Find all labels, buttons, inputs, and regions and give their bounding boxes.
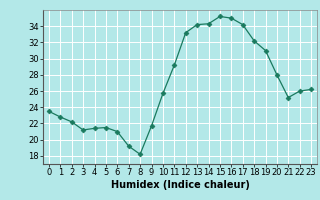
X-axis label: Humidex (Indice chaleur): Humidex (Indice chaleur) xyxy=(111,180,249,190)
